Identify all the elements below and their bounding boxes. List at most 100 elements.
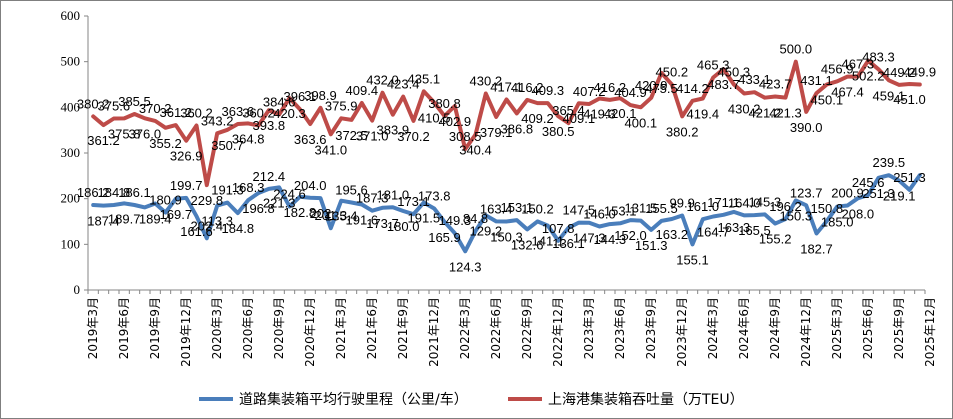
data-label-port-throughput: 420.1 xyxy=(604,106,637,121)
data-label-port-throughput: 360.2 xyxy=(242,106,275,121)
y-tick-label: 200 xyxy=(61,191,81,206)
data-label-port-throughput: 380.2 xyxy=(77,96,110,111)
data-label-port-throughput: 380.2 xyxy=(666,124,699,139)
data-label-port-throughput: 326.9 xyxy=(170,149,203,164)
x-tick-label: 2019年6月 xyxy=(117,297,131,359)
data-label-road-mileage: 164.7 xyxy=(697,224,730,239)
data-label-port-throughput: 364.8 xyxy=(232,131,265,146)
data-label-road-mileage: 181.0 xyxy=(377,187,410,202)
data-label-road-mileage: 202 xyxy=(310,206,332,221)
data-label-port-throughput: 500.0 xyxy=(780,42,813,57)
x-tick-label: 2021年6月 xyxy=(365,297,379,359)
data-label-road-mileage: 99.9 xyxy=(670,195,695,210)
x-tick-label: 2022年9月 xyxy=(520,297,534,359)
x-axis: 2019年3月 2019年6月 2019年9月 2019年12月 2020年3月 2020… xyxy=(86,289,937,367)
data-label-port-throughput: 467.4 xyxy=(831,85,864,100)
data-label-road-mileage: 152.0 xyxy=(614,228,647,243)
data-label-road-mileage: 189.7 xyxy=(108,211,141,226)
data-label-port-throughput: 383.9 xyxy=(377,123,410,138)
x-tick-label: 2025年6月 xyxy=(861,297,875,359)
data-label-road-mileage: 169.7 xyxy=(160,207,193,222)
data-label-port-throughput: 363.6 xyxy=(294,132,327,147)
data-label-road-mileage: 219.1 xyxy=(883,189,916,204)
series-lines xyxy=(91,58,922,254)
data-label-road-mileage: 150.3 xyxy=(490,230,523,245)
data-label-port-throughput: 365.4 xyxy=(552,103,585,118)
series-line-port-throughput xyxy=(91,58,922,188)
data-label-road-mileage: 144.3 xyxy=(594,232,627,247)
data-label-port-throughput: 402.9 xyxy=(439,114,472,129)
data-label-port-throughput: 370.2 xyxy=(139,101,172,116)
data-label-road-mileage: 129.2 xyxy=(470,223,503,238)
data-label-port-throughput: 430.2 xyxy=(728,102,761,117)
data-label-port-throughput: 410.5 xyxy=(418,111,451,126)
data-label-road-mileage: 201.3 xyxy=(315,208,348,223)
x-tick-label: 2024年6月 xyxy=(737,297,751,359)
data-label-road-mileage: 147.3 xyxy=(573,231,606,246)
x-tick-label: 2020年6月 xyxy=(241,297,255,359)
data-label-port-throughput: 416.2 xyxy=(594,80,627,95)
x-tick-label: 2019年3月 xyxy=(86,297,100,359)
legend: 道路集装箱平均行驶里程（公里/车） 上海港集装箱吞吐量（万TEU） xyxy=(0,388,953,410)
data-label-road-mileage: 196.2 xyxy=(769,199,802,214)
data-label-port-throughput: 396.1 xyxy=(284,89,317,104)
data-label-road-mileage: 173.1 xyxy=(397,194,430,209)
data-label-road-mileage: 136.1 xyxy=(552,236,585,251)
data-label-port-throughput: 380.8 xyxy=(428,96,461,111)
data-label-road-mileage: 163.2 xyxy=(656,227,689,242)
data-label-port-throughput: 449.2 xyxy=(883,65,916,80)
data-label-road-mileage: 199.7 xyxy=(170,178,203,193)
data-label-port-throughput: 375.6 xyxy=(98,98,131,113)
data-label-port-throughput: 431.1 xyxy=(800,73,833,88)
data-label-road-mileage: 153.1 xyxy=(604,203,637,218)
data-label-road-mileage: 113.3 xyxy=(201,214,233,229)
legend-label-road-mileage: 道路集装箱平均行驶里程（公里/车） xyxy=(239,392,468,408)
data-label-port-throughput: 423.4 xyxy=(387,77,420,92)
data-label-port-throughput: 420.3 xyxy=(273,106,306,121)
data-label-port-throughput: 430.2 xyxy=(470,74,503,89)
x-tick-label: 2021年3月 xyxy=(334,297,348,359)
y-tick-label: 500 xyxy=(61,54,81,69)
x-tick-label: 2019年12月 xyxy=(179,297,193,367)
data-label-road-mileage: 173.8 xyxy=(418,188,451,203)
data-label-port-throughput: 409.3 xyxy=(532,83,565,98)
x-tick-label: 2023年9月 xyxy=(644,297,658,359)
data-label-port-throughput: 502.2 xyxy=(852,69,885,84)
data-label-port-throughput: 361.2 xyxy=(160,105,193,120)
data-label-road-mileage: 161.0 xyxy=(687,199,720,214)
data-label-port-throughput: 360.2 xyxy=(180,106,213,121)
x-tick-label: 2024年3月 xyxy=(706,297,720,359)
data-label-road-mileage: 163.3 xyxy=(718,220,751,235)
data-label-road-mileage: 200.9 xyxy=(831,186,864,201)
data-label-road-mileage: 155.2 xyxy=(759,232,792,247)
x-tick-label: 2020年12月 xyxy=(303,297,317,367)
data-label-port-throughput: 379.1 xyxy=(480,125,513,140)
data-label-road-mileage: 180.0 xyxy=(387,219,420,234)
data-label-port-throughput: 350.7 xyxy=(211,138,244,153)
x-tick-label: 2020年3月 xyxy=(210,297,224,359)
data-label-port-throughput: 409.4 xyxy=(346,83,379,98)
data-label-road-mileage: 147.5 xyxy=(563,203,596,218)
data-label-road-mileage: 161.6 xyxy=(180,224,213,239)
data-label-port-throughput: 432.0 xyxy=(366,73,399,88)
x-tick-label: 2025年3月 xyxy=(830,297,844,359)
data-label-port-throughput: 308.5 xyxy=(449,129,482,144)
x-tick-label: 2022年12月 xyxy=(551,297,565,367)
data-label-road-mileage: 245.6 xyxy=(852,175,885,190)
data-label-road-mileage: 164.0 xyxy=(728,195,761,210)
data-label-road-mileage: 212.4 xyxy=(253,169,286,184)
y-tick-label: 300 xyxy=(61,145,81,160)
data-label-road-mileage: 239.5 xyxy=(873,155,906,170)
data-label-port-throughput: 384.6 xyxy=(263,94,296,109)
x-tick-label: 2021年12月 xyxy=(427,297,441,367)
data-label-port-throughput: 380.5 xyxy=(542,124,575,139)
data-label-road-mileage: 184.8 xyxy=(98,185,131,200)
data-label-port-throughput: 390.0 xyxy=(790,120,823,135)
data-label-road-mileage: 149.3 xyxy=(439,213,472,228)
data-label-road-mileage: 131.5 xyxy=(625,201,658,216)
data-label-port-throughput: 361.2 xyxy=(87,133,120,148)
x-tick-label: 2022年6月 xyxy=(489,297,503,359)
data-label-port-throughput: 398.9 xyxy=(304,88,337,103)
x-tick-label: 2024年12月 xyxy=(799,297,813,367)
